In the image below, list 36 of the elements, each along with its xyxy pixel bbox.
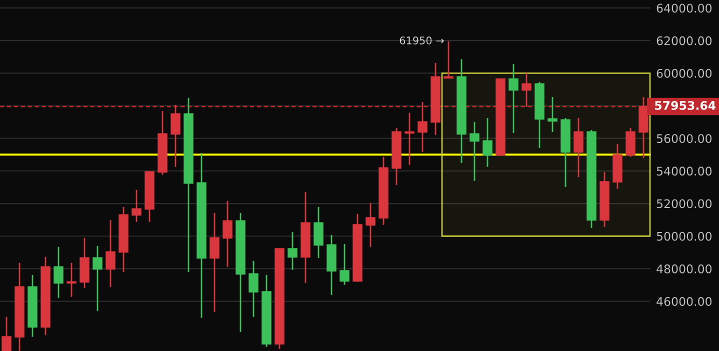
- y-tick-label: 64000.00: [656, 4, 712, 13]
- candlestick: [444, 40, 454, 79]
- candlestick: [508, 63, 518, 134]
- y-tick-label: 54000.00: [656, 166, 712, 176]
- y-tick-label: 48000.00: [656, 264, 712, 274]
- candlestick: [92, 245, 102, 312]
- annotation: 61950 →: [400, 36, 444, 44]
- candlestick: [340, 243, 350, 286]
- candlestick: [470, 121, 480, 182]
- y-tick-label: 52000.00: [656, 199, 712, 208]
- candlestick: [66, 262, 76, 298]
- candlestick: [314, 206, 324, 259]
- y-tick-label: 62000.00: [656, 36, 712, 46]
- candlestick: [574, 117, 584, 178]
- candlestick: [2, 316, 12, 351]
- candlestick: [222, 200, 232, 268]
- candlestick: [106, 219, 116, 288]
- candlestick: [366, 202, 376, 248]
- y-tick-label: 60000.00: [656, 68, 712, 78]
- candlestick: [288, 231, 298, 271]
- candlestick: [482, 117, 492, 168]
- candlestick: [418, 101, 428, 153]
- y-tick-label: 56000.00: [656, 134, 712, 143]
- candlestick: [626, 127, 636, 158]
- y-tick-label: 50000.00: [656, 232, 712, 241]
- candlestick: [522, 72, 532, 108]
- candlestick: [548, 96, 558, 133]
- candlestick: [80, 237, 90, 289]
- candlestick: [210, 212, 220, 313]
- ref-line-label: 57953.64: [655, 101, 716, 110]
- candlestick: [170, 104, 180, 168]
- candlestick: [132, 189, 142, 223]
- candlestick: [248, 260, 258, 318]
- candlestick: [54, 246, 64, 299]
- y-tick-label: 46000.00: [656, 297, 712, 306]
- candlestick: [404, 112, 414, 166]
